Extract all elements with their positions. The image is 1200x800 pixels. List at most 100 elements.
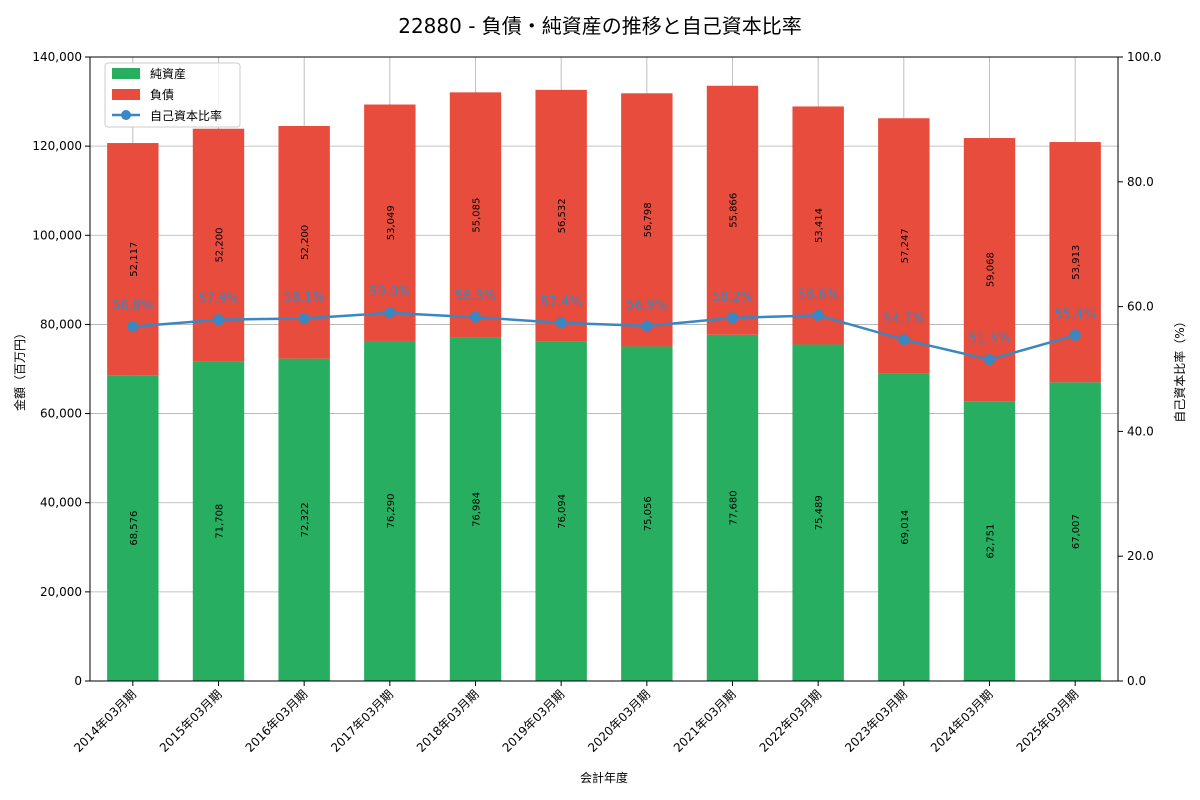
y2-tick-label: 0.0 — [1127, 674, 1146, 688]
ratio-label: 56.8% — [112, 299, 153, 314]
bar-liabilities — [107, 143, 159, 376]
bar-liabilities — [706, 85, 759, 335]
bar-net-assets — [192, 361, 245, 681]
bar-label-liabilities: 52,200 — [300, 225, 311, 260]
ratio-label: 58.6% — [798, 287, 839, 302]
x-tick-label: 2022年03月期 — [757, 687, 825, 755]
bar-liabilities — [449, 92, 502, 338]
ratio-point — [1069, 329, 1081, 341]
bar-label-net-assets: 69,014 — [900, 510, 911, 545]
chart-title: 22880 - 負債・純資産の推移と自己資本比率 — [398, 14, 802, 38]
y-tick-label: 0 — [74, 674, 82, 688]
bar-label-net-assets: 72,322 — [300, 502, 311, 537]
bar-net-assets — [706, 334, 759, 681]
y-tick-label: 80,000 — [40, 317, 82, 331]
legend-swatch-liabilities — [112, 89, 140, 100]
bar-net-assets — [963, 401, 1016, 681]
bar-liabilities — [878, 118, 930, 374]
bar-label-net-assets: 76,984 — [472, 492, 483, 527]
bar-liabilities — [1049, 142, 1101, 383]
ratio-label: 58.1% — [284, 290, 325, 305]
y-axis-left: 0 20,000 40,000 60,000 80,000 100,000 120,000 1… — [32, 50, 90, 688]
ratio-label: 58.2% — [712, 290, 753, 305]
y-tick-label: 140,000 — [32, 50, 82, 64]
bar-label-liabilities: 53,913 — [1071, 245, 1082, 280]
x-tick-label: 2025年03月期 — [1014, 687, 1082, 755]
ratio-label: 57.4% — [541, 295, 582, 310]
x-tick-label: 2024年03月期 — [928, 687, 996, 755]
bar-label-liabilities: 53,414 — [814, 208, 825, 243]
y-axis-right: 0.0 20.0 40.0 60.0 80.0 100.0 — [1118, 50, 1161, 688]
y-tick-label: 40,000 — [40, 496, 82, 510]
ratio-point — [298, 312, 310, 324]
bar-labels: 68,576 52,117 71,708 52,200 72,322 52,200 76,2… — [129, 193, 1082, 559]
bar-liabilities — [621, 93, 673, 347]
bar-label-liabilities: 55,866 — [729, 193, 740, 228]
bar-label-net-assets: 67,007 — [1071, 514, 1082, 549]
bar-net-assets — [364, 340, 416, 681]
x-tick-label: 2015年03月期 — [157, 687, 225, 755]
bar-label-net-assets: 71,708 — [215, 504, 226, 539]
ratio-line — [132, 311, 1076, 361]
bar-net-assets — [278, 358, 330, 681]
x-tick-label: 2017年03月期 — [328, 687, 396, 755]
bar-label-liabilities: 57,247 — [900, 228, 911, 263]
bar-label-liabilities: 52,117 — [129, 242, 140, 277]
y2-tick-label: 100.0 — [1127, 50, 1161, 64]
bar-net-assets — [878, 373, 930, 681]
bars — [107, 85, 1101, 681]
legend: 純資産 負債 自己資本比率 — [104, 62, 241, 128]
bar-net-assets — [1049, 382, 1101, 681]
bar-label-liabilities: 59,068 — [986, 252, 997, 287]
ratio-line-layer: 56.8% 57.9% 58.1% 59.0% 58.3% 57.4% 56.9% 58.2%… — [112, 285, 1096, 366]
ratio-label: 51.5% — [969, 332, 1010, 347]
plot-frame — [89, 56, 1119, 682]
x-tick-label: 2023年03月期 — [842, 687, 910, 755]
ratio-point — [727, 312, 738, 324]
x-axis: 2014年03月期 2015年03月期 2016年03月期 2017年03月期 2018… — [71, 681, 1081, 755]
bar-label-net-assets: 77,680 — [729, 490, 740, 525]
ratio-point — [555, 317, 567, 329]
y2-axis-label: 自己資本比率（%） — [1172, 315, 1187, 422]
ratio-label: 56.9% — [626, 298, 667, 313]
ratio-point — [984, 354, 995, 366]
y2-tick-label: 60.0 — [1127, 300, 1154, 314]
legend-swatch-net-assets — [112, 68, 140, 79]
ratio-label: 55.4% — [1055, 307, 1096, 322]
bar-liabilities — [792, 106, 844, 345]
x-tick-label: 2016年03月期 — [243, 687, 311, 755]
bar-net-assets — [621, 346, 673, 681]
y-tick-label: 100,000 — [32, 228, 82, 242]
ratio-point — [213, 314, 224, 326]
x-tick-label: 2019年03月期 — [500, 687, 568, 755]
bar-label-net-assets: 62,751 — [986, 524, 997, 559]
ratio-label: 57.9% — [198, 292, 239, 307]
ratio-point — [127, 321, 139, 333]
y2-tick-label: 40.0 — [1127, 424, 1154, 438]
x-axis-label: 会計年度 — [580, 770, 628, 785]
y-tick-label: 120,000 — [32, 139, 82, 153]
ratio-label: 59.0% — [369, 285, 410, 300]
x-tick-label: 2018年03月期 — [414, 687, 482, 755]
legend-swatch-ratio-marker — [121, 110, 131, 120]
bar-label-net-assets: 75,489 — [814, 495, 825, 530]
bar-net-assets — [449, 337, 502, 681]
bar-label-liabilities: 55,085 — [472, 198, 483, 233]
legend-label-net-assets: 純資産 — [150, 66, 186, 81]
bar-label-net-assets: 75,056 — [643, 496, 654, 531]
ratio-point — [812, 309, 824, 321]
y-tick-label: 20,000 — [40, 585, 82, 599]
legend-label-liabilities: 負債 — [150, 87, 174, 102]
bar-label-net-assets: 76,290 — [386, 493, 397, 528]
bar-label-net-assets: 76,094 — [557, 494, 568, 529]
x-tick-label: 2021年03月期 — [671, 687, 739, 755]
ratio-label: 58.3% — [455, 289, 496, 304]
y-tick-label: 60,000 — [40, 407, 82, 421]
x-tick-label: 2014年03月期 — [71, 687, 139, 755]
ratio-label: 54.7% — [883, 312, 924, 327]
bar-net-assets — [107, 375, 159, 681]
bar-liabilities — [364, 104, 416, 341]
bar-net-assets — [792, 344, 844, 681]
bar-label-liabilities: 52,200 — [215, 228, 226, 263]
